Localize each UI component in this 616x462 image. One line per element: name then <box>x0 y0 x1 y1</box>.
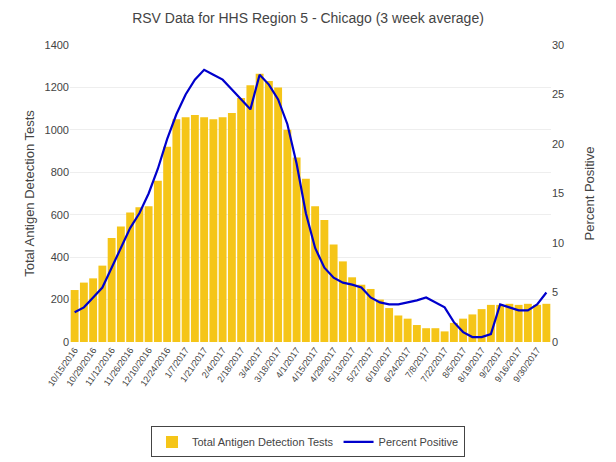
svg-text:8/5/2017: 8/5/2017 <box>440 345 468 379</box>
svg-text:9/16/2017: 9/16/2017 <box>493 345 524 384</box>
svg-text:25: 25 <box>552 88 564 100</box>
svg-text:4/1/2017: 4/1/2017 <box>274 345 302 379</box>
svg-text:5: 5 <box>552 286 558 298</box>
svg-text:1200: 1200 <box>45 81 69 93</box>
svg-text:Percent Positive: Percent Positive <box>582 147 597 241</box>
svg-text:800: 800 <box>51 166 69 178</box>
svg-text:Total Antigen Detection Tests: Total Antigen Detection Tests <box>22 110 37 277</box>
svg-text:RSV Data for HHS Region 5 - Ch: RSV Data for HHS Region 5 - Chicago (3 w… <box>132 10 484 26</box>
svg-text:9/30/2017: 9/30/2017 <box>511 345 542 384</box>
svg-text:15: 15 <box>552 187 564 199</box>
svg-text:200: 200 <box>51 293 69 305</box>
svg-text:6/24/2017: 6/24/2017 <box>382 345 413 384</box>
svg-text:10: 10 <box>552 237 564 249</box>
svg-text:5/13/2017: 5/13/2017 <box>326 345 357 384</box>
svg-text:3/18/2017: 3/18/2017 <box>252 345 283 384</box>
svg-text:8/19/2017: 8/19/2017 <box>456 345 487 384</box>
svg-text:600: 600 <box>51 209 69 221</box>
svg-text:11/26/2016: 11/26/2016 <box>102 345 136 387</box>
svg-text:2/18/2017: 2/18/2017 <box>215 345 246 384</box>
svg-text:7/22/2017: 7/22/2017 <box>419 345 450 384</box>
svg-text:10/15/2016: 10/15/2016 <box>46 345 80 388</box>
svg-text:1400: 1400 <box>45 39 69 51</box>
svg-text:2/4/2017: 2/4/2017 <box>200 345 228 379</box>
svg-text:Total Antigen Detection Tests: Total Antigen Detection Tests <box>192 436 334 448</box>
svg-text:400: 400 <box>51 251 69 263</box>
svg-text:0: 0 <box>552 336 558 348</box>
svg-text:0: 0 <box>63 336 69 348</box>
svg-text:4/29/2017: 4/29/2017 <box>308 345 339 384</box>
svg-text:5/27/2017: 5/27/2017 <box>345 345 376 384</box>
svg-text:1/7/2017: 1/7/2017 <box>163 345 191 379</box>
svg-text:12/10/2016: 12/10/2016 <box>120 345 154 388</box>
svg-text:3/4/2017: 3/4/2017 <box>237 345 265 379</box>
svg-text:6/10/2017: 6/10/2017 <box>363 345 394 384</box>
svg-text:7/8/2017: 7/8/2017 <box>403 345 431 379</box>
svg-text:20: 20 <box>552 138 564 150</box>
svg-text:Percent Positive: Percent Positive <box>379 436 458 448</box>
svg-text:10/29/2016: 10/29/2016 <box>64 345 98 388</box>
svg-text:11/12/2016: 11/12/2016 <box>83 345 117 387</box>
svg-text:12/24/2016: 12/24/2016 <box>138 345 172 388</box>
svg-text:4/15/2017: 4/15/2017 <box>289 345 320 384</box>
svg-text:9/2/2017: 9/2/2017 <box>477 345 505 379</box>
svg-text:30: 30 <box>552 39 564 51</box>
svg-text:1000: 1000 <box>45 124 69 136</box>
svg-text:1/21/2017: 1/21/2017 <box>178 345 209 384</box>
